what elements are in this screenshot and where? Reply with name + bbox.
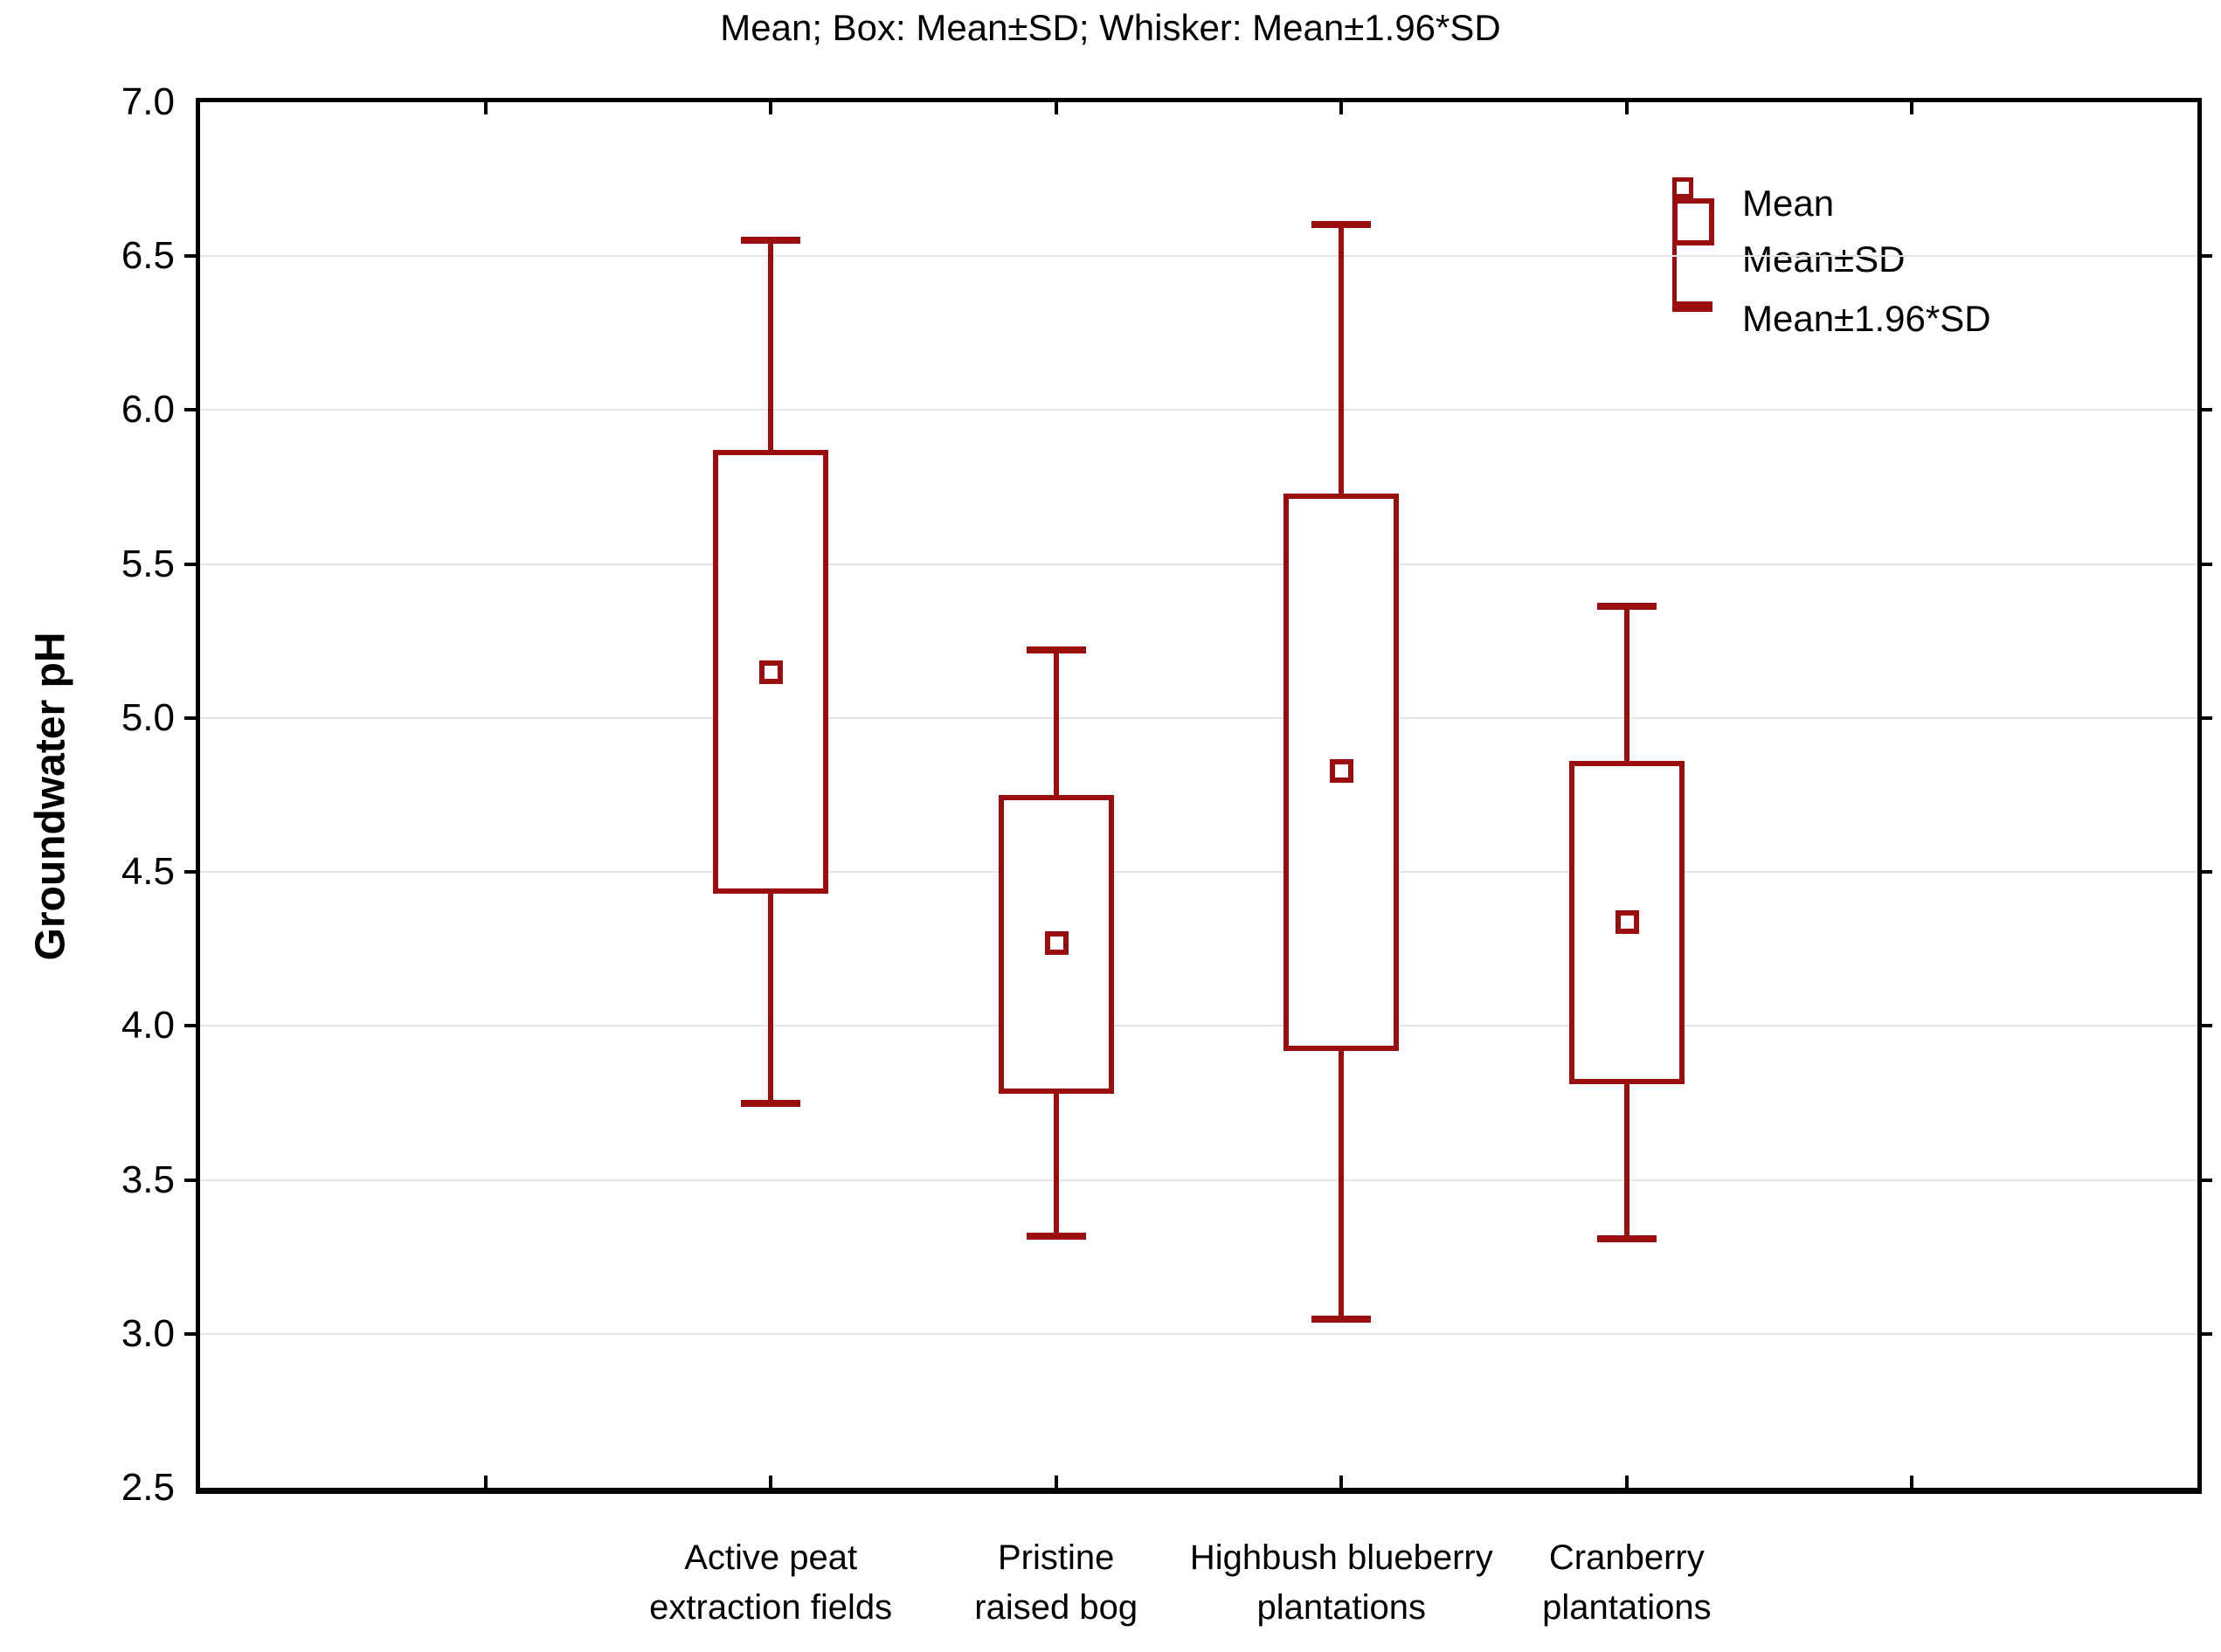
x-axis-tick [1624, 1476, 1629, 1488]
y-axis-tick-label: 5.5 [121, 542, 175, 585]
y-axis-tick [2201, 715, 2212, 720]
x-axis-category-label: Highbush blueberry plantations [1062, 1533, 1621, 1633]
chart-title: Mean; Box: Mean±SD; Whisker: Mean±1.96*S… [720, 7, 1501, 48]
y-axis-title-wrap: Groundwater pH [7, 98, 94, 1494]
mean-marker [759, 660, 784, 685]
gridline [200, 1179, 2197, 1181]
gridline [200, 1332, 2197, 1335]
whisker-cap-top [1311, 221, 1372, 229]
y-axis-tick [2201, 1024, 2212, 1028]
x-axis-label-line: extraction fields [649, 1588, 893, 1627]
mean-point-icon [1672, 177, 1693, 198]
y-axis-tick-label: 3.0 [121, 1311, 175, 1355]
x-axis-tick [483, 102, 488, 114]
x-axis-category-label: Pristine raised bog [777, 1533, 1336, 1633]
x-axis-tick [1339, 102, 1344, 114]
whisker-cap-bottom [1311, 1315, 1372, 1323]
y-axis-tick-label: 6.5 [121, 234, 175, 278]
y-axis-tick [2201, 408, 2212, 412]
gridline [200, 871, 2197, 874]
x-axis-tick [1339, 1476, 1344, 1488]
y-axis-tick [2201, 1178, 2212, 1182]
x-axis-label-line: Highbush blueberry [1189, 1538, 1493, 1577]
whisker-cap-bottom [1026, 1232, 1086, 1240]
y-axis-tick-label: 2.5 [121, 1466, 175, 1509]
x-axis-tick [769, 102, 773, 114]
x-axis-label-line: raised bog [974, 1588, 1138, 1627]
y-axis-tick-label: 5.0 [121, 695, 175, 739]
gridline [200, 1025, 2197, 1027]
x-axis-tick [483, 1476, 488, 1488]
y-axis-tick [2201, 1331, 2212, 1336]
x-axis-tick [1054, 1476, 1058, 1488]
y-axis-tick-label: 3.5 [121, 1158, 175, 1201]
x-axis-tick [1624, 102, 1629, 114]
y-axis-tick [184, 408, 196, 412]
x-axis-category-label: Active peat extraction fields [491, 1533, 1050, 1633]
y-axis-tick [2201, 254, 2212, 259]
x-axis-category-label: Cranberry plantations [1347, 1533, 1906, 1633]
gridline [200, 255, 2197, 258]
x-axis-tick [1910, 102, 1914, 114]
mean-marker [1330, 758, 1354, 783]
whisker-icon-cap-bottom [1672, 307, 1712, 312]
y-axis-tick [2201, 870, 2212, 874]
y-axis-tick [184, 1178, 196, 1182]
whisker-icon-cap-top [1672, 301, 1712, 307]
whisker-cap-top [1026, 646, 1086, 653]
legend: Mean Mean±SD Mean±1.96*SD [1672, 177, 2221, 352]
gridline [200, 716, 2197, 719]
x-axis-label-line: Pristine [998, 1538, 1115, 1577]
whisker-cap-bottom [741, 1099, 801, 1107]
legend-label: Mean [1742, 183, 1835, 224]
whisker-icon-line [1672, 245, 1677, 301]
x-axis-label-line: plantations [1256, 1588, 1427, 1627]
box-rect [1568, 761, 1685, 1085]
y-axis-tick [184, 254, 196, 259]
y-axis-tick [184, 1331, 196, 1336]
gridline [200, 409, 2197, 411]
legend-label: Mean±SD [1742, 238, 1906, 280]
x-axis-label-line: Cranberry [1548, 1538, 1705, 1577]
y-axis-tick-label: 7.0 [121, 80, 175, 123]
y-axis-tick [184, 870, 196, 874]
box-icon [1672, 198, 1714, 245]
plot-area: Mean Mean±SD Mean±1.96*SD [184, 98, 2212, 1494]
y-axis-tick-label: 4.0 [121, 1004, 175, 1047]
y-axis-tick [184, 715, 196, 720]
y-axis-tick-label: 4.5 [121, 850, 175, 894]
y-axis-title: Groundwater pH [27, 631, 74, 961]
x-axis-tick [769, 1476, 773, 1488]
y-axis-tick [2201, 562, 2212, 566]
y-axis-tick [184, 562, 196, 566]
mean-marker [1044, 931, 1069, 956]
whisker-cap-top [741, 237, 801, 245]
gridline [200, 563, 2197, 565]
x-axis-tick [1054, 102, 1058, 114]
whisker-cap-bottom [1596, 1235, 1657, 1243]
x-axis-label-line: Active peat [684, 1538, 858, 1577]
mean-marker [1615, 909, 1639, 934]
y-axis-tick [184, 1024, 196, 1028]
whisker-icon [1672, 245, 1712, 312]
y-axis-tick-label: 6.0 [121, 388, 175, 432]
x-axis-label-line: plantations [1542, 1588, 1712, 1627]
whisker-cap-top [1596, 603, 1657, 611]
legend-label: Mean±1.96*SD [1742, 298, 1991, 339]
x-axis-tick [1910, 1476, 1914, 1488]
